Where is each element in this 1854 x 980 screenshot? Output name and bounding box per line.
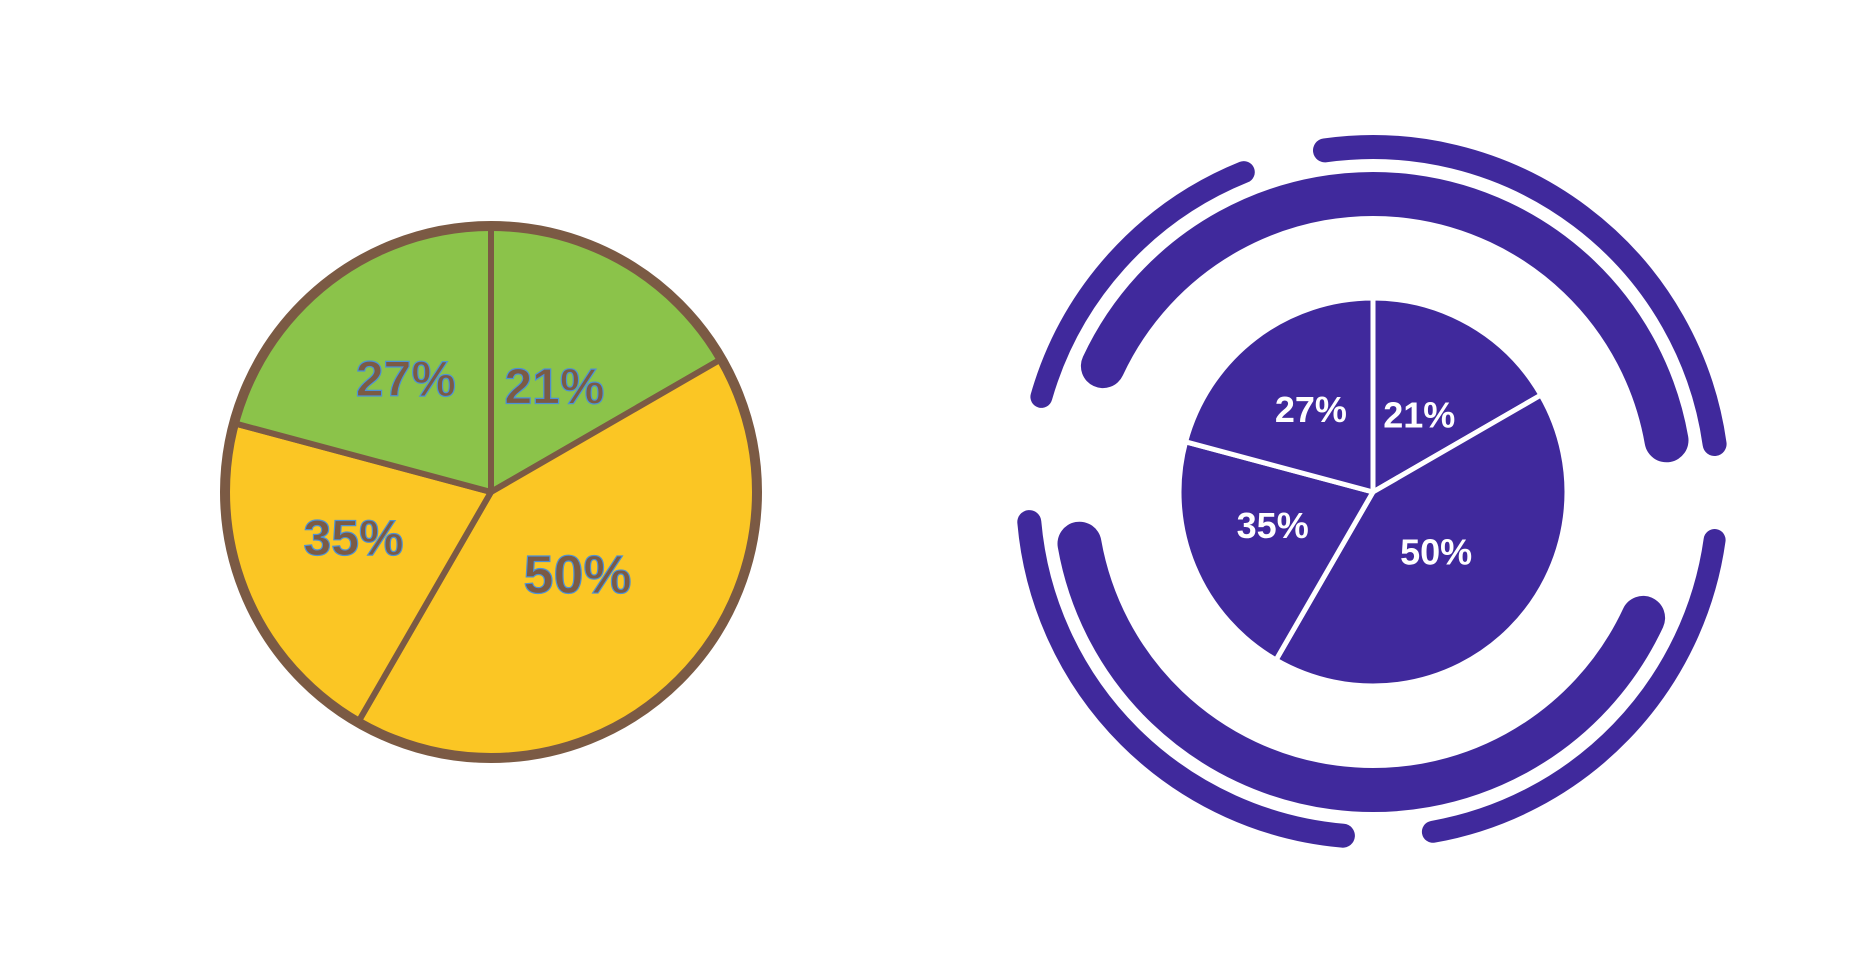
slice-label-right-27: 27% [1275,389,1347,430]
pie-chart-right: 21% 50% 35% 27% [1176,295,1570,689]
slice-label-left-35: 35% [303,510,403,566]
pie-slice-right-27 [1183,295,1376,495]
pie-slice-right-21 [1370,295,1544,495]
pie-outline-left [220,221,762,763]
pie-chart-left: 21% 50% 35% 27% [220,221,762,763]
slice-label-left-27: 27% [356,351,456,407]
ring-arc-outer-bottom-right [1421,529,1726,843]
ring-arc-outer-bottom-left [1017,510,1355,848]
ring-arc-inner-bottom [1057,521,1666,813]
decorative-rings [1017,135,1727,848]
ring-arc-outer-top-left [1030,161,1255,408]
pie-slice-right-35 [1176,439,1376,663]
slice-label-right-50: 50% [1400,532,1472,573]
ring-arc-inner-top [1080,171,1689,463]
ring-arc-outer-top-right [1313,135,1727,456]
slice-label-right-35: 35% [1237,505,1309,546]
slice-label-left-21: 21% [504,359,604,415]
slice-label-right-21: 21% [1383,395,1455,436]
pie-slice-right-50 [1273,392,1570,689]
slice-label-left-50: 50% [523,545,631,605]
